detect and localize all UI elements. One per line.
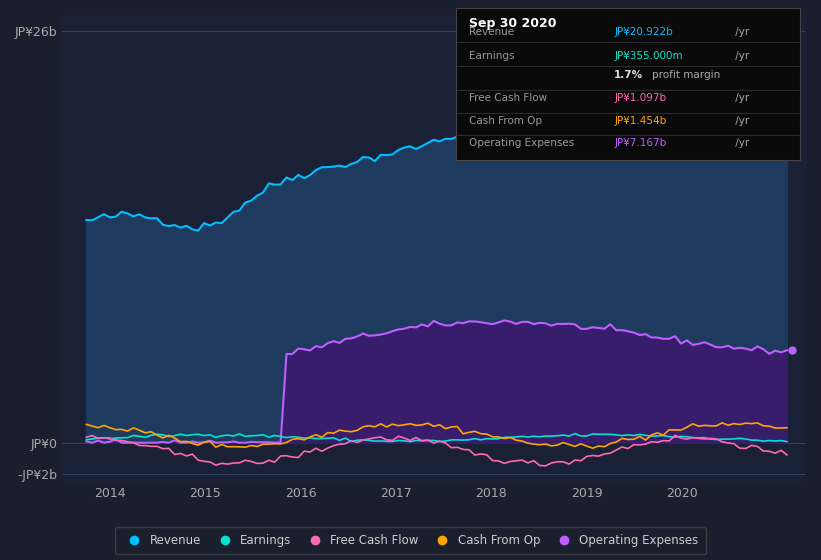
Text: Sep 30 2020: Sep 30 2020 <box>470 17 557 30</box>
Text: JP¥7.167b: JP¥7.167b <box>614 138 667 148</box>
Text: /yr: /yr <box>732 116 749 126</box>
Text: JP¥20.922b: JP¥20.922b <box>614 26 673 36</box>
Text: profit margin: profit margin <box>652 71 721 81</box>
Text: 1.7%: 1.7% <box>614 71 644 81</box>
Legend: Revenue, Earnings, Free Cash Flow, Cash From Op, Operating Expenses: Revenue, Earnings, Free Cash Flow, Cash … <box>116 527 705 554</box>
Text: /yr: /yr <box>732 93 749 103</box>
Text: Operating Expenses: Operating Expenses <box>470 138 575 148</box>
Text: /yr: /yr <box>732 51 749 60</box>
Text: /yr: /yr <box>732 138 749 148</box>
Text: JP¥1.097b: JP¥1.097b <box>614 93 667 103</box>
Text: Revenue: Revenue <box>470 26 515 36</box>
Text: Cash From Op: Cash From Op <box>470 116 543 126</box>
Text: /yr: /yr <box>732 26 749 36</box>
Text: Earnings: Earnings <box>470 51 515 60</box>
Text: Free Cash Flow: Free Cash Flow <box>470 93 548 103</box>
Text: JP¥1.454b: JP¥1.454b <box>614 116 667 126</box>
Text: JP¥355.000m: JP¥355.000m <box>614 51 683 60</box>
